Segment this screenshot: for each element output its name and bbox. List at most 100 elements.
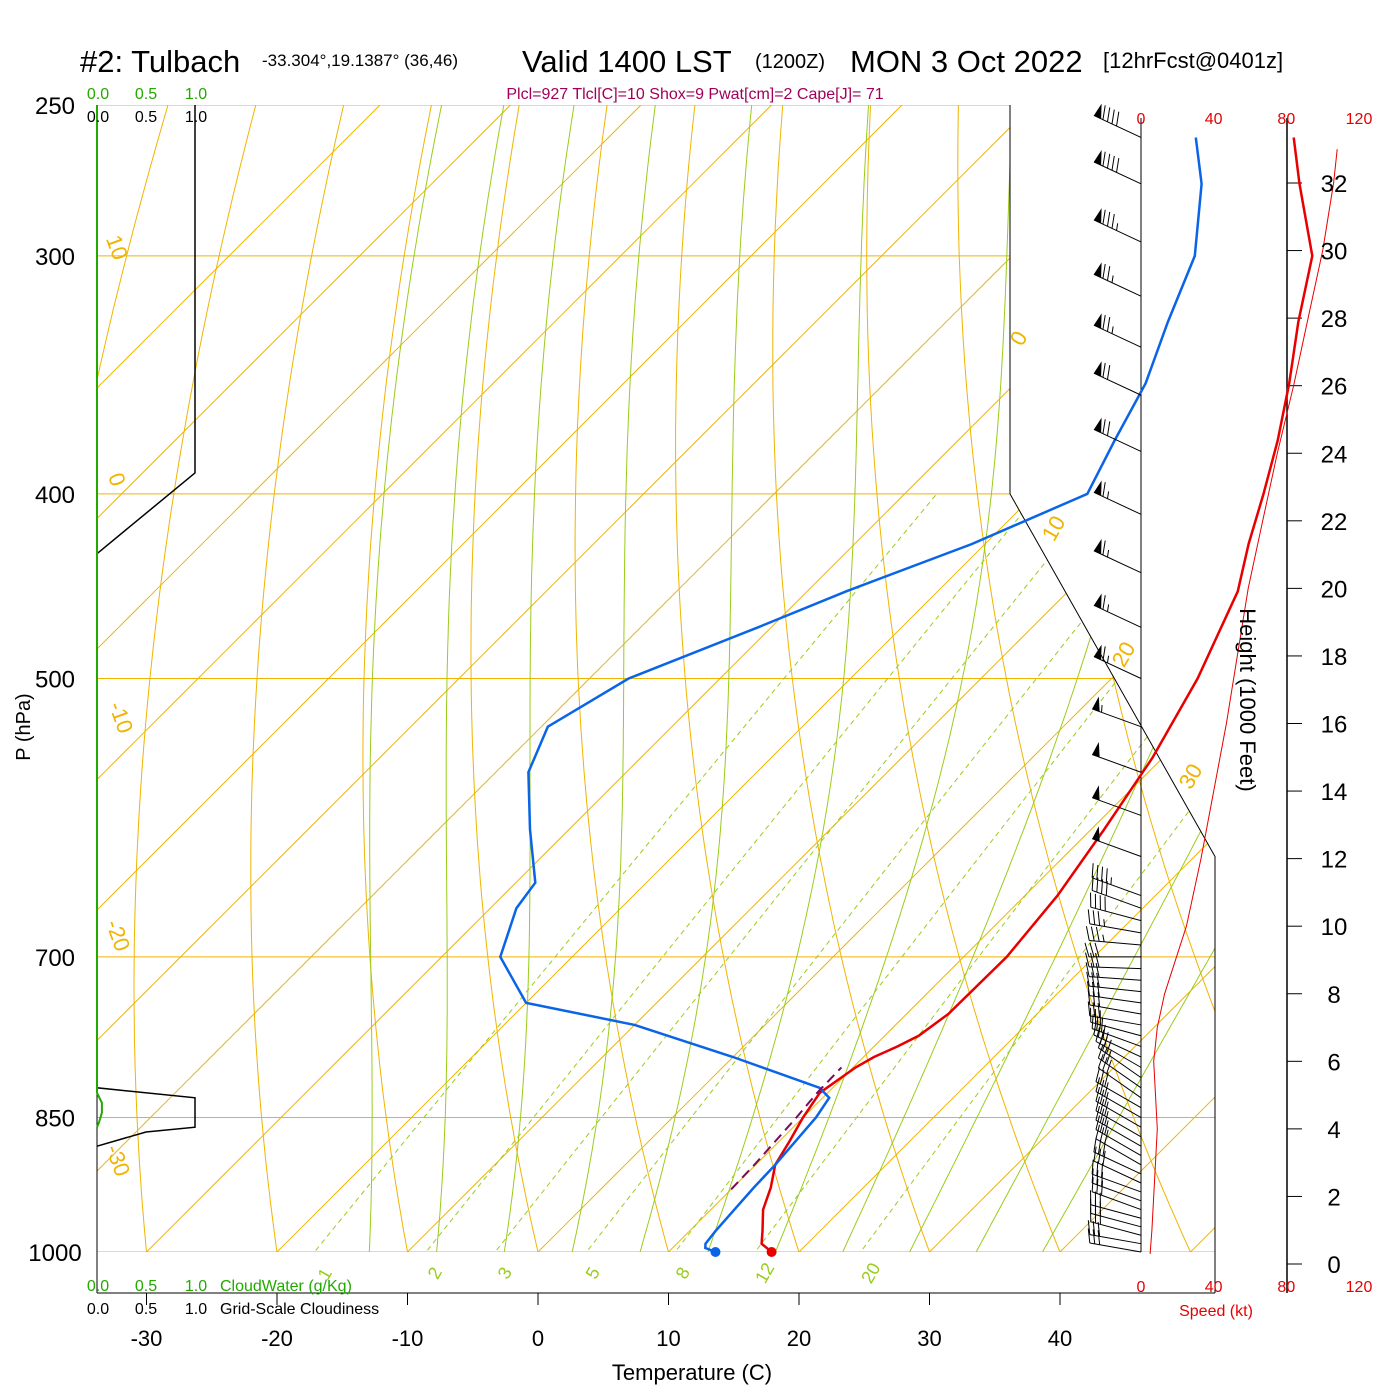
mixing-ratio-line bbox=[462, 493, 1102, 1252]
wind-barb bbox=[1086, 981, 1142, 1004]
wind-speed-profile bbox=[1149, 149, 1338, 1254]
cloudwater-tick-top: 0.5 bbox=[135, 86, 157, 103]
dry-adiabat-line bbox=[1132, 105, 1215, 1252]
mixing-ratio-line bbox=[393, 493, 1039, 1252]
height-tick-label: 8 bbox=[1327, 982, 1340, 1009]
right-frame bbox=[1009, 105, 1216, 1293]
height-tick-label: 0 bbox=[1327, 1252, 1340, 1279]
mixing-ratio-label: 3 bbox=[494, 1264, 516, 1283]
wind-barb bbox=[1085, 952, 1142, 970]
wind-barb bbox=[1095, 1086, 1142, 1128]
wind-barb bbox=[1086, 971, 1142, 993]
isotherm-line bbox=[97, 105, 676, 1252]
moist-adiabat-line bbox=[627, 105, 756, 1252]
x-tick-label: 0 bbox=[532, 1326, 544, 1351]
wind-barb bbox=[1095, 1067, 1142, 1109]
wind-barb bbox=[1093, 538, 1142, 574]
speed-tick-top: 120 bbox=[1346, 111, 1373, 128]
cloudwater-tick-top: 1.0 bbox=[185, 86, 207, 103]
zulu-time: (1200Z) bbox=[755, 51, 825, 73]
mixing-ratio-label: 20 bbox=[857, 1259, 884, 1286]
wind-barb bbox=[1091, 1168, 1142, 1202]
pressure-tick-label: 250 bbox=[35, 93, 75, 120]
dry-adiabat-label: 0 bbox=[103, 469, 131, 489]
cloudiness-tick-top: 0.5 bbox=[135, 109, 157, 126]
speed-tick-bottom: 120 bbox=[1346, 1279, 1373, 1296]
cloudwater-tick-bottom: 0.0 bbox=[87, 1278, 109, 1295]
x-tick-label: -20 bbox=[261, 1326, 293, 1351]
dry-adiabat-line bbox=[470, 105, 549, 1252]
wind-barb bbox=[1095, 1115, 1142, 1157]
isotherm-line bbox=[888, 105, 1215, 1252]
isotherm-line bbox=[105, 105, 1215, 1252]
pressure-tick-label: 400 bbox=[35, 482, 75, 509]
wind-barb bbox=[1095, 1124, 1142, 1166]
isotherm-line bbox=[236, 105, 1215, 1252]
height-axis-title: Height (1000 Feet) bbox=[1235, 608, 1260, 791]
cloudiness-tick-bottom: 0.0 bbox=[87, 1301, 109, 1318]
wind-barb bbox=[1091, 696, 1142, 728]
dry-adiabat-line bbox=[362, 105, 439, 1252]
cloudiness-tick-top: 0.0 bbox=[87, 109, 109, 126]
height-tick-label: 30 bbox=[1321, 239, 1348, 266]
wind-barb bbox=[1093, 103, 1142, 138]
wind-barb bbox=[1095, 1105, 1142, 1147]
dewpoint-profile bbox=[498, 137, 1203, 1254]
speed-tick-bottom: 40 bbox=[1205, 1279, 1223, 1296]
speed-title: Speed (kt) bbox=[1179, 1303, 1253, 1320]
wind-barb bbox=[1091, 1159, 1142, 1193]
wind-barb bbox=[1093, 480, 1142, 515]
wind-barb bbox=[1087, 909, 1142, 934]
wind-barb bbox=[1091, 826, 1142, 857]
moist-adiabat-line bbox=[758, 105, 1015, 1252]
x-tick-label: -10 bbox=[392, 1326, 424, 1351]
height-tick-label: 10 bbox=[1321, 914, 1348, 941]
mixing-ratio-label: 5 bbox=[582, 1264, 604, 1283]
x-axis-title: Temperature (C) bbox=[612, 1360, 772, 1385]
valid-time: Valid 1400 LST bbox=[522, 44, 732, 79]
cloudwater-tick-top: 0.0 bbox=[87, 86, 109, 103]
height-tick-label: 14 bbox=[1321, 779, 1348, 806]
moist-adiabat-line bbox=[431, 105, 511, 1252]
moist-adiabat-line bbox=[953, 105, 1215, 1252]
wind-barb bbox=[1097, 1054, 1142, 1099]
isotherm-line bbox=[1019, 105, 1215, 1252]
surface-dewpoint-marker bbox=[710, 1247, 721, 1257]
cloudwater-profile bbox=[96, 105, 103, 1128]
wind-barb bbox=[1091, 863, 1142, 897]
height-tick-label: 16 bbox=[1321, 712, 1348, 739]
moist-adiabat-line bbox=[1019, 105, 1215, 1252]
mixing-ratio-line bbox=[830, 493, 1215, 1252]
cloudwater-tick-bottom: 0.5 bbox=[135, 1278, 157, 1295]
height-tick-label: 6 bbox=[1327, 1049, 1340, 1076]
dry-adiabat-label: 0 bbox=[1005, 327, 1033, 350]
isotherm-line bbox=[497, 105, 1215, 1252]
pressure-tick-label: 850 bbox=[35, 1106, 75, 1133]
wind-barb bbox=[1091, 742, 1142, 773]
isotherm-line bbox=[97, 105, 1198, 1252]
wind-barb bbox=[1085, 926, 1142, 946]
wind-barb bbox=[1093, 417, 1142, 452]
wind-barb bbox=[1095, 1096, 1142, 1138]
profiles bbox=[498, 137, 1314, 1257]
cloudiness-tick-top: 1.0 bbox=[185, 109, 207, 126]
wind-barb bbox=[1093, 1146, 1142, 1184]
x-tick-label: 30 bbox=[917, 1326, 941, 1351]
dry-adiabat-line bbox=[957, 105, 1210, 1252]
pressure-tick-label: 500 bbox=[35, 667, 75, 694]
wind-barb bbox=[1093, 593, 1142, 628]
dry-adiabat-label: -20 bbox=[101, 916, 135, 954]
height-tick-label: 18 bbox=[1321, 644, 1348, 671]
isotherm-line bbox=[97, 105, 545, 1252]
dry-adiabat-label: -10 bbox=[104, 698, 138, 736]
labels: #2: Tulbach -33.304°,19.1387° (36,46) Va… bbox=[13, 44, 1372, 1385]
side-panels bbox=[96, 103, 1338, 1254]
speed-tick-bottom: 80 bbox=[1277, 1279, 1295, 1296]
moist-adiabat-line bbox=[692, 105, 872, 1252]
mixing-ratio-label: 2 bbox=[424, 1264, 446, 1283]
speed-tick-top: 0 bbox=[1137, 111, 1146, 128]
speed-tick-top: 80 bbox=[1277, 111, 1295, 128]
mixing-ratio-line bbox=[644, 493, 1215, 1252]
isotherm-line bbox=[97, 105, 806, 1252]
moist-adiabat-line bbox=[497, 105, 581, 1252]
